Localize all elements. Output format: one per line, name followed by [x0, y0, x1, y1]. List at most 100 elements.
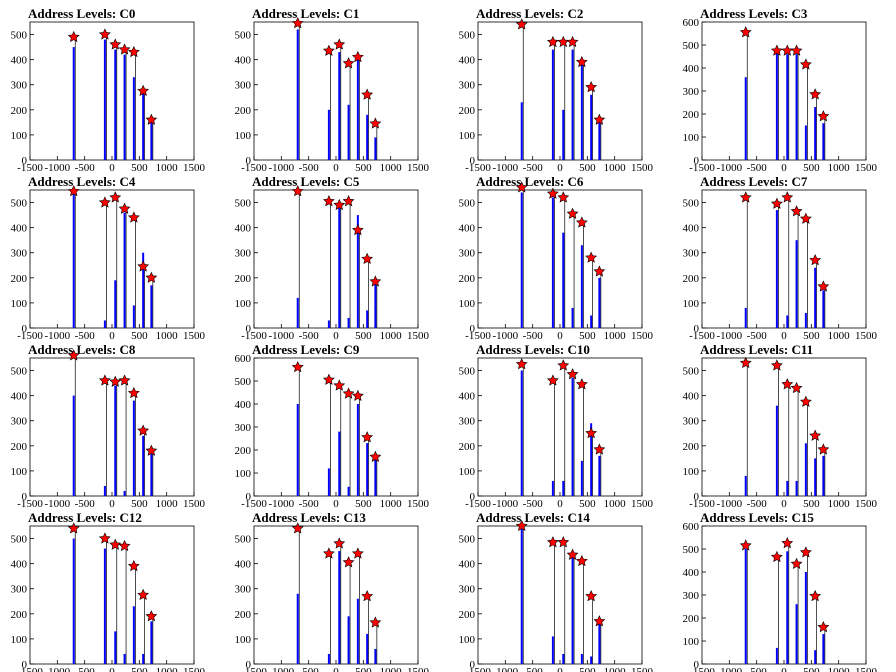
- chart-title: Address Levels: C10: [476, 342, 590, 357]
- peak-marker: [817, 620, 830, 633]
- peak-marker: [351, 50, 364, 63]
- x-tick-label: 0: [557, 330, 563, 342]
- peak-marker: [546, 35, 559, 48]
- chart-panel: Address Levels: C80100200300400500-1500-…: [11, 342, 206, 510]
- peak-marker: [770, 550, 783, 563]
- y-tick-label: 100: [11, 634, 28, 646]
- peak-marker: [575, 55, 588, 68]
- chart-panel: Address Levels: C14 0 100 200 300 400 500 -1500…: [459, 510, 654, 672]
- y-tick-label: 200: [459, 441, 476, 453]
- peak-marker: [781, 191, 794, 203]
- y-tick-label: 100: [459, 298, 476, 310]
- x-tick-label: -500: [75, 498, 96, 510]
- y-tick-label: 400: [683, 391, 700, 403]
- peak-marker: [127, 211, 140, 223]
- y-tick-label: 400: [459, 55, 476, 67]
- y-tick-label: 300: [683, 248, 700, 260]
- bar: [520, 370, 523, 496]
- bar: [103, 548, 106, 664]
- x-tick-label: 0: [781, 330, 787, 342]
- peak-marker: [109, 38, 122, 50]
- y-tick-label: 100: [683, 636, 700, 648]
- bar: [795, 604, 798, 664]
- x-tick-label: -1500: [241, 666, 267, 672]
- peak-marker: [145, 444, 158, 456]
- peak-marker: [817, 110, 830, 122]
- chart-panel: Address Levels: C15 0 100 200 300 400 500 600 -1…: [683, 510, 878, 672]
- bar: [150, 453, 153, 496]
- chart-title: Address Levels: C7: [700, 174, 808, 189]
- y-tick-label: 200: [11, 105, 28, 117]
- bar: [114, 49, 117, 160]
- plot-frame: [701, 357, 867, 497]
- peak-marker: [127, 45, 140, 58]
- y-tick-label: 200: [11, 609, 28, 621]
- peak-marker: [342, 387, 355, 399]
- bar: [132, 77, 135, 160]
- x-tick-label: -500: [523, 162, 544, 174]
- peak-marker: [333, 537, 346, 549]
- peak-marker: [799, 58, 812, 70]
- peak-marker: [739, 356, 752, 369]
- peak-marker: [118, 43, 131, 55]
- x-tick-label: 1000: [604, 330, 627, 342]
- x-tick-label: 500: [579, 330, 596, 342]
- y-tick-label: 500: [683, 366, 700, 378]
- plot-frame: [477, 21, 643, 161]
- x-tick-label: 1000: [380, 162, 403, 174]
- x-tick-label: 500: [579, 162, 596, 174]
- x-tick-label: 1500: [631, 666, 654, 672]
- x-tick-label: 1000: [604, 162, 627, 174]
- peak-marker: [342, 195, 355, 207]
- bar: [795, 480, 798, 496]
- x-tick-label: -1500: [17, 162, 43, 174]
- y-tick-label: 0: [470, 323, 476, 335]
- bar: [356, 598, 359, 664]
- peak-marker: [67, 522, 80, 534]
- y-tick-label: 200: [683, 613, 700, 625]
- bar: [327, 468, 330, 496]
- x-tick-label: 1000: [380, 330, 403, 342]
- x-tick-label: 1000: [380, 666, 403, 672]
- y-tick-label: 0: [246, 155, 252, 167]
- peak-marker: [369, 450, 382, 462]
- y-tick-label: 500: [11, 30, 28, 42]
- x-tick-label: -1500: [241, 162, 267, 174]
- bar: [804, 572, 807, 664]
- y-tick-label: 400: [11, 559, 28, 571]
- y-tick-label: 200: [683, 441, 700, 453]
- bar: [103, 320, 106, 328]
- x-tick-label: -500: [747, 498, 768, 510]
- peak-marker: [566, 548, 579, 560]
- x-tick-label: 500: [803, 666, 820, 672]
- bar: [150, 117, 153, 160]
- bar: [786, 480, 789, 496]
- x-tick-label: 1500: [183, 498, 206, 510]
- plot-frame: [701, 189, 867, 329]
- bar: [822, 455, 825, 496]
- x-tick-label: 500: [131, 498, 148, 510]
- y-tick-label: 100: [235, 634, 252, 646]
- x-tick-label: 1500: [407, 162, 430, 174]
- chart-panel: Address Levels: C40100200300400500-1500-…: [11, 174, 206, 342]
- chart-panel: Address Levels: C70100200300400500-1500-…: [683, 174, 878, 342]
- bar: [72, 47, 75, 160]
- plot-frame: [253, 525, 419, 665]
- peak-marker: [109, 538, 122, 550]
- y-tick-label: 600: [683, 17, 700, 29]
- y-tick-label: 300: [11, 584, 28, 596]
- y-tick-label: 300: [11, 416, 28, 428]
- bar: [103, 39, 106, 160]
- bar: [123, 54, 126, 161]
- x-tick-label: -1000: [44, 498, 70, 510]
- plot-frame: [253, 357, 419, 497]
- bar: [822, 123, 825, 160]
- bar: [795, 240, 798, 328]
- y-tick-label: 300: [235, 584, 252, 596]
- x-tick-label: -1000: [268, 162, 294, 174]
- peak-marker: [817, 280, 830, 292]
- peak-marker: [546, 187, 559, 199]
- y-tick-label: 100: [683, 132, 700, 144]
- x-tick-label: 500: [355, 330, 372, 342]
- peak-marker: [291, 360, 304, 373]
